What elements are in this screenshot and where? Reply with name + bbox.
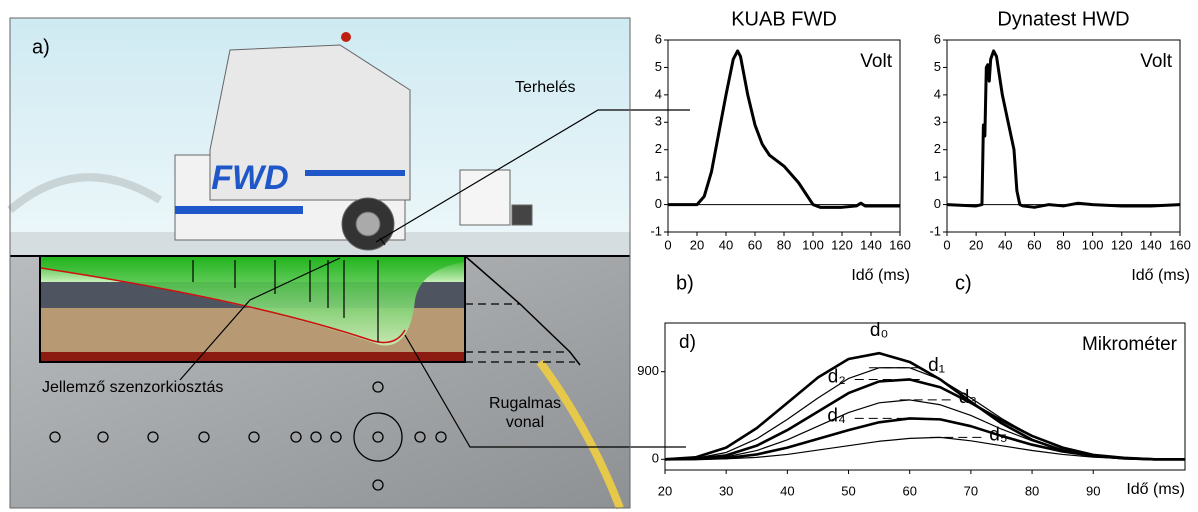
annotation: Mikrométer [1082, 334, 1178, 355]
y-tick-label: 0 [652, 451, 659, 466]
y-tick-label: 6 [655, 31, 662, 46]
x-tick-label: 80 [1056, 237, 1070, 252]
x-tick-label: 50 [841, 483, 855, 498]
y-tick-label: 0 [934, 196, 941, 211]
y-tick-label: 3 [655, 114, 662, 129]
y-tick-label: 4 [655, 86, 662, 101]
sensor-label: Jellemző szenzorkiosztás [42, 379, 223, 396]
y-tick-label: 5 [655, 59, 662, 74]
truck-label: FWD [211, 159, 288, 197]
y-tick-label: 1 [655, 169, 662, 184]
x-tick-label: 40 [780, 483, 794, 498]
panel-label: d) [679, 332, 696, 353]
load-label: Terhelés [515, 79, 575, 96]
x-tick-label: 20 [690, 237, 704, 252]
y-tick-label: 2 [655, 141, 662, 156]
x-tick-label: 20 [658, 483, 672, 498]
x-tick-label: 30 [719, 483, 733, 498]
x-tick-label: 120 [831, 237, 853, 252]
x-tick-label: 40 [719, 237, 733, 252]
x-axis-label: Idő (ms) [1126, 481, 1185, 498]
annotation: Volt [1140, 51, 1172, 72]
deflection-label: Rugalmas [489, 395, 561, 412]
y-tick-label: 6 [934, 31, 941, 46]
x-tick-label: 20 [969, 237, 983, 252]
data-line [668, 51, 900, 207]
illustration: a) FWD Terhelés Jellemző szenzorkiosztás… [10, 18, 690, 508]
y-tick-label: -1 [929, 223, 941, 238]
data-line [947, 51, 1180, 207]
y-tick-label: -1 [650, 223, 662, 238]
y-tick-label: 900 [637, 363, 659, 378]
y-tick-label: 4 [934, 86, 941, 101]
data-line [665, 353, 1185, 459]
x-tick-label: 80 [777, 237, 791, 252]
x-tick-label: 100 [1082, 237, 1104, 252]
chart-title: KUAB FWD [731, 8, 837, 30]
x-tick-label: 0 [943, 237, 950, 252]
y-tick-label: 0 [655, 196, 662, 211]
panel-label: b) [676, 272, 694, 294]
x-tick-label: 160 [1169, 237, 1191, 252]
x-tick-label: 90 [1086, 483, 1100, 498]
x-tick-label: 0 [664, 237, 671, 252]
x-tick-label: 140 [1140, 237, 1162, 252]
x-tick-label: 120 [1111, 237, 1133, 252]
y-tick-label: 1 [934, 169, 941, 184]
series-label: d₀ [870, 320, 888, 341]
x-tick-label: 60 [1027, 237, 1041, 252]
x-tick-label: 70 [964, 483, 978, 498]
x-tick-label: 100 [802, 237, 824, 252]
deflection-label: vonal [506, 414, 544, 431]
series-label: d₅ [989, 424, 1007, 445]
figure: a) FWD Terhelés Jellemző szenzorkiosztás… [0, 0, 1198, 512]
x-tick-label: 140 [860, 237, 882, 252]
series-label: d₄ [827, 405, 846, 426]
panel-label: c) [955, 272, 972, 294]
x-axis-label: Idő (ms) [851, 267, 910, 284]
y-tick-label: 2 [934, 141, 941, 156]
x-tick-label: 60 [748, 237, 762, 252]
y-tick-label: 5 [934, 59, 941, 74]
x-tick-label: 60 [902, 483, 916, 498]
y-tick-label: 3 [934, 114, 941, 129]
x-axis-label: Idő (ms) [1131, 267, 1190, 284]
series-label: d₁ [928, 355, 945, 376]
series-label: d₂ [828, 366, 846, 387]
x-tick-label: 80 [1025, 483, 1039, 498]
annotation: Volt [860, 51, 892, 72]
subgrade-layer [41, 352, 464, 361]
series-label: d₃ [959, 387, 977, 408]
data-line [665, 368, 1185, 460]
chart-title: Dynatest HWD [997, 8, 1129, 30]
panel-label: a) [32, 36, 50, 58]
x-tick-label: 40 [998, 237, 1012, 252]
x-tick-label: 160 [889, 237, 911, 252]
